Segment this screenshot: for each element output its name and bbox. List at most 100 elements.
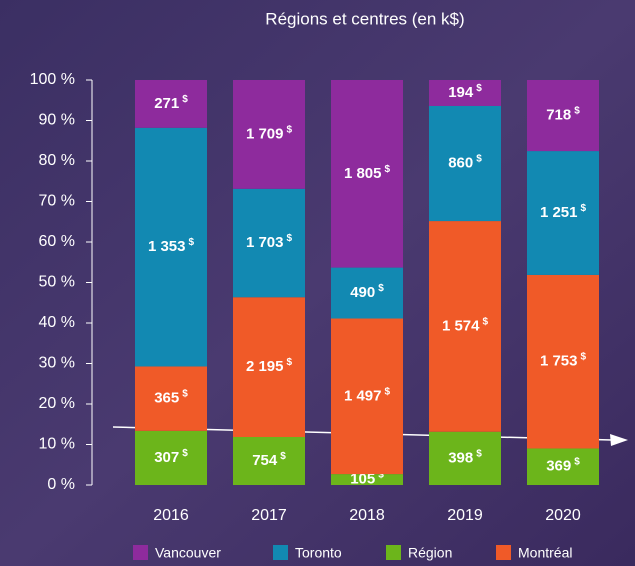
legend-label: Toronto bbox=[295, 545, 342, 561]
legend-label: Région bbox=[408, 545, 452, 561]
bar-segment bbox=[233, 80, 305, 189]
bar-segment bbox=[429, 80, 501, 106]
value-label: 1 805 $ bbox=[344, 163, 391, 181]
bar-segment bbox=[233, 297, 305, 437]
value-label-number: 1 497 bbox=[344, 387, 382, 404]
value-label-number: 860 bbox=[448, 154, 473, 171]
value-label: 271 $ bbox=[154, 94, 188, 112]
value-label-unit: $ bbox=[286, 233, 292, 244]
value-label: 1 251 $ bbox=[540, 203, 587, 221]
bar-segment bbox=[527, 151, 599, 275]
value-label: 194 $ bbox=[448, 83, 482, 101]
value-label: 1 753 $ bbox=[540, 351, 587, 369]
y-tick-label: 10 % bbox=[39, 436, 75, 453]
arrow-head bbox=[610, 434, 628, 446]
legend-swatch bbox=[496, 545, 511, 560]
bar-segment bbox=[527, 80, 599, 152]
bar-segment bbox=[135, 366, 207, 431]
y-tick-label: 30 % bbox=[39, 355, 75, 372]
value-label-unit: $ bbox=[188, 237, 194, 248]
value-label-number: 365 bbox=[154, 390, 179, 407]
value-label-unit: $ bbox=[378, 469, 384, 480]
value-label: 105 $ bbox=[350, 469, 384, 487]
legend-swatch bbox=[273, 545, 288, 560]
y-tick-label: 40 % bbox=[39, 314, 75, 331]
value-label-unit: $ bbox=[182, 94, 188, 105]
bar-segment bbox=[331, 474, 403, 485]
value-label-number: 398 bbox=[448, 449, 473, 466]
bar-segment bbox=[233, 436, 305, 485]
y-tick-label: 100 % bbox=[30, 71, 75, 88]
value-label-unit: $ bbox=[476, 153, 482, 164]
value-label-unit: $ bbox=[286, 357, 292, 368]
value-label: 1 497 $ bbox=[344, 386, 391, 404]
value-label-number: 307 bbox=[154, 449, 179, 466]
value-label-number: 1 574 bbox=[442, 317, 480, 334]
value-label-unit: $ bbox=[182, 388, 188, 399]
bar-segment bbox=[527, 274, 599, 449]
value-label: 2 195 $ bbox=[246, 357, 293, 375]
y-tick-label: 20 % bbox=[39, 395, 75, 412]
value-label: 1 574 $ bbox=[442, 316, 489, 334]
value-label: 490 $ bbox=[350, 283, 384, 301]
bar-segment bbox=[331, 80, 403, 268]
value-label-number: 1 703 bbox=[246, 234, 284, 251]
x-tick-label: 2016 bbox=[153, 507, 189, 524]
value-label-unit: $ bbox=[580, 351, 586, 362]
value-label-number: 369 bbox=[546, 458, 571, 475]
value-label-number: 1 251 bbox=[540, 204, 578, 221]
value-label: 1 353 $ bbox=[148, 237, 195, 255]
value-label-number: 2 195 bbox=[246, 358, 284, 375]
value-label-number: 271 bbox=[154, 95, 179, 112]
legend-label: Montréal bbox=[518, 545, 572, 561]
value-label-number: 194 bbox=[448, 84, 474, 101]
bar-segment bbox=[233, 188, 305, 298]
y-tick-label: 50 % bbox=[39, 274, 75, 291]
legend-label: Vancouver bbox=[155, 545, 221, 561]
value-label: 365 $ bbox=[154, 388, 188, 406]
bar-segment bbox=[527, 448, 599, 485]
bar-segment bbox=[331, 318, 403, 475]
bar-segment bbox=[429, 221, 501, 432]
value-label-unit: $ bbox=[384, 386, 390, 397]
value-label-unit: $ bbox=[476, 83, 482, 94]
value-label-number: 1 353 bbox=[148, 238, 186, 255]
value-label-unit: $ bbox=[286, 124, 292, 135]
value-label: 860 $ bbox=[448, 153, 482, 171]
value-label: 307 $ bbox=[154, 448, 188, 466]
value-label: 369 $ bbox=[546, 456, 580, 474]
value-label-number: 490 bbox=[350, 284, 375, 301]
bar-segment bbox=[135, 80, 207, 128]
value-label-unit: $ bbox=[182, 448, 188, 459]
x-tick-label: 2018 bbox=[349, 507, 385, 524]
chart-title: Régions et centres (en k$) bbox=[265, 9, 464, 28]
y-tick-label: 70 % bbox=[39, 193, 75, 210]
y-tick-label: 90 % bbox=[39, 112, 75, 129]
bar-segment bbox=[331, 267, 403, 319]
value-label-unit: $ bbox=[384, 163, 390, 174]
legend-swatch bbox=[386, 545, 401, 560]
bar-segment bbox=[135, 430, 207, 485]
value-label: 398 $ bbox=[448, 448, 482, 466]
x-tick-label: 2017 bbox=[251, 507, 287, 524]
value-label-unit: $ bbox=[280, 451, 286, 462]
value-label-unit: $ bbox=[476, 448, 482, 459]
value-label-unit: $ bbox=[580, 203, 586, 214]
y-tick-label: 0 % bbox=[47, 476, 75, 493]
value-label-unit: $ bbox=[574, 456, 580, 467]
value-label-unit: $ bbox=[574, 105, 580, 116]
bar-segment bbox=[429, 431, 501, 485]
y-tick-label: 80 % bbox=[39, 152, 75, 169]
value-label-number: 1 805 bbox=[344, 165, 382, 182]
value-label-unit: $ bbox=[482, 316, 488, 327]
value-label: 1 709 $ bbox=[246, 124, 293, 142]
value-label-number: 1 709 bbox=[246, 125, 284, 142]
value-label: 754 $ bbox=[252, 451, 286, 469]
bar-segment bbox=[135, 127, 207, 367]
value-label-number: 754 bbox=[252, 452, 278, 469]
value-label: 1 703 $ bbox=[246, 233, 293, 251]
value-label-unit: $ bbox=[378, 283, 384, 294]
legend-swatch bbox=[133, 545, 148, 560]
value-label-number: 105 bbox=[350, 471, 375, 488]
